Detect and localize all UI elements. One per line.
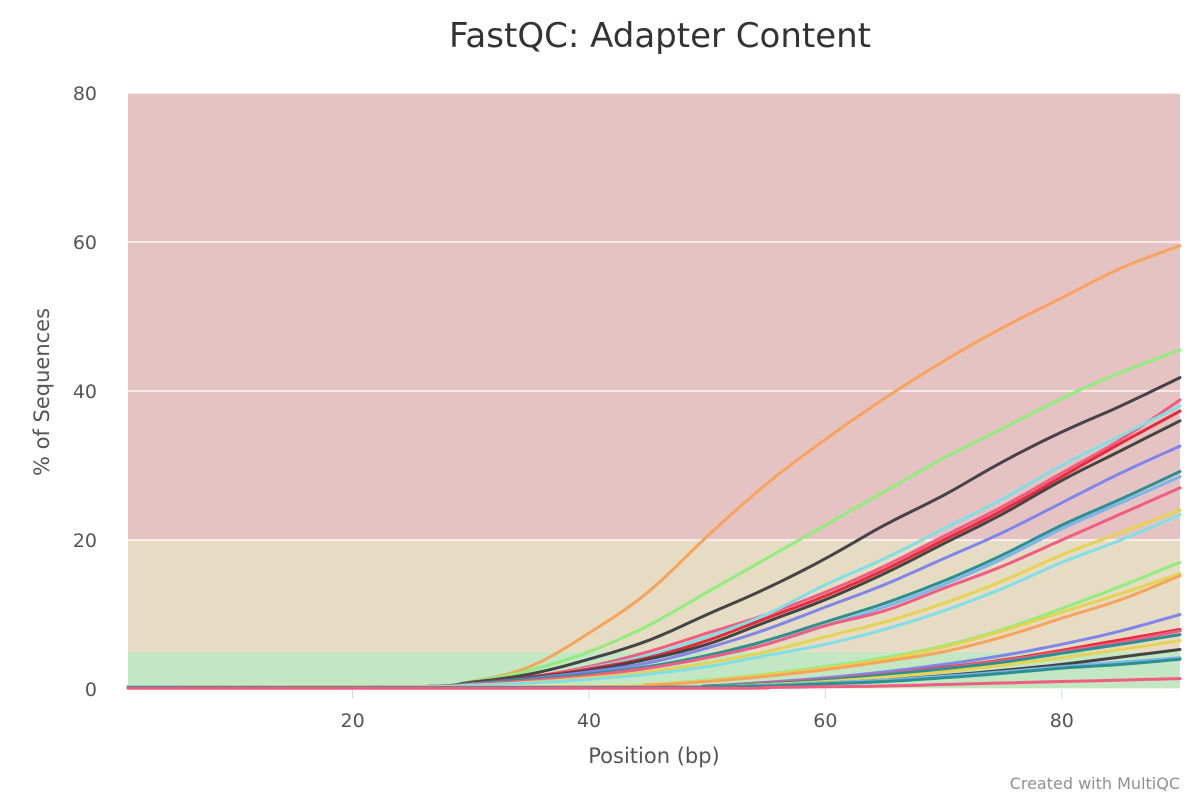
x-tick-label: 40 — [577, 710, 601, 732]
x-tick-label: 60 — [813, 710, 837, 732]
axis-ticks: 0 20 40 60 80 20 40 60 80 — [73, 83, 1074, 732]
y-axis-label: % of Sequences — [30, 308, 54, 476]
chart-title: FastQC: Adapter Content — [449, 16, 871, 56]
threshold-band-2 — [128, 93, 1180, 540]
multiqc-credit[interactable]: Created with MultiQC — [1010, 774, 1180, 793]
y-tick-label: 20 — [73, 530, 97, 552]
x-axis-label: Position (bp) — [588, 744, 720, 768]
y-tick-label: 80 — [73, 83, 97, 105]
y-tick-label: 40 — [73, 381, 97, 403]
x-tick-label: 20 — [340, 710, 364, 732]
y-tick-label: 0 — [85, 679, 97, 701]
series-line-25[interactable] — [126, 677, 1182, 690]
y-tick-label: 60 — [73, 232, 97, 254]
series-lines — [126, 244, 1182, 690]
grid-lines — [128, 92, 1180, 690]
x-tick-label: 80 — [1050, 710, 1074, 732]
